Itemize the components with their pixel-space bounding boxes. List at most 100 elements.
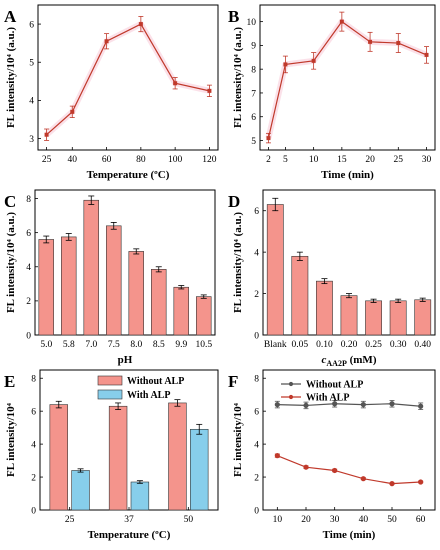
data-point bbox=[368, 39, 373, 44]
legend-marker bbox=[288, 394, 294, 400]
panel-letter: D bbox=[228, 192, 240, 211]
data-point bbox=[266, 136, 271, 141]
data-point bbox=[283, 62, 288, 67]
legend-label: With ALP bbox=[306, 393, 349, 404]
y-tick-label: 0 bbox=[26, 331, 31, 341]
x-tick-label: 40 bbox=[68, 155, 78, 165]
y-tick-label: 8 bbox=[254, 375, 259, 385]
x-tick-label: 5.8 bbox=[63, 340, 75, 350]
x-tick-label: 30 bbox=[422, 155, 432, 165]
x-tick-label: 15 bbox=[337, 155, 347, 165]
x-tick-label: 0.05 bbox=[292, 340, 309, 350]
y-tick-label: 6 bbox=[31, 407, 36, 417]
y-tick-label: 6 bbox=[254, 207, 259, 217]
x-tick-label: 5.0 bbox=[40, 340, 52, 350]
bar bbox=[291, 255, 309, 336]
bar bbox=[128, 251, 144, 336]
data-point bbox=[274, 453, 280, 459]
y-tick-label: 2 bbox=[254, 473, 259, 483]
panel-letter: B bbox=[228, 7, 239, 26]
x-tick-label: 0.30 bbox=[390, 340, 407, 350]
y-axis-title: FL intensity/10⁴ (a.u.) bbox=[5, 212, 17, 313]
y-tick-label: 9 bbox=[251, 42, 256, 52]
bar bbox=[108, 405, 128, 511]
panel-C: C 0 2 4 6 8 FL intensity/10⁴ (a.u.) pH 5.0 5.8 7.0… bbox=[4, 189, 216, 366]
x-tick-label: 25 bbox=[65, 515, 75, 525]
series-line-0 bbox=[277, 403, 421, 407]
x-axis-title-text: pH bbox=[118, 354, 133, 366]
panel-letter: F bbox=[228, 372, 238, 391]
y-axis-title: FL intensity/10⁴ (a.u.) bbox=[232, 212, 244, 313]
bar bbox=[61, 236, 77, 336]
y-tick-label: 6 bbox=[29, 20, 34, 30]
bar bbox=[340, 295, 358, 336]
legend-swatch bbox=[97, 389, 123, 400]
data-point bbox=[389, 401, 395, 407]
data-point bbox=[303, 402, 309, 409]
data-point bbox=[339, 19, 344, 24]
panel-D: D 0 2 4 6 FL intensity/10⁴ (a.u.) cAA2P (mM) Bl… bbox=[228, 189, 436, 368]
y-tick-label: 6 bbox=[251, 113, 256, 123]
x-tick-label: 20 bbox=[365, 155, 375, 165]
x-axis-title-unit: (mM) bbox=[347, 354, 377, 366]
data-point bbox=[396, 41, 401, 46]
x-tick-label: 8.0 bbox=[130, 340, 142, 350]
bar bbox=[106, 225, 122, 336]
y-tick-label: 2 bbox=[26, 297, 31, 307]
y-tick-label: 10 bbox=[247, 18, 257, 28]
y-tick-label: 4 bbox=[254, 440, 259, 450]
y-tick-label: 8 bbox=[31, 375, 36, 385]
y-tick-label: 8 bbox=[26, 195, 31, 205]
y-tick-label: 0 bbox=[31, 506, 36, 516]
bar bbox=[389, 300, 407, 336]
panel-letter: A bbox=[4, 7, 17, 26]
x-tick-label: 40 bbox=[359, 515, 369, 525]
panel-letter: C bbox=[4, 192, 16, 211]
x-tick-label: 7.5 bbox=[108, 340, 120, 350]
data-point bbox=[70, 109, 75, 114]
data-point bbox=[389, 481, 395, 487]
y-tick-label: 7 bbox=[251, 89, 256, 99]
legend-swatch bbox=[97, 375, 123, 386]
x-axis-title-text: Time (min) bbox=[323, 529, 376, 541]
x-axis-title: cAA2P (mM) bbox=[322, 354, 377, 368]
bar bbox=[168, 402, 187, 511]
y-tick-label: 2 bbox=[254, 290, 259, 300]
y-axis-title: FL intensity/10⁴ (a.u.) bbox=[5, 27, 17, 128]
bar bbox=[151, 269, 167, 336]
data-point bbox=[311, 58, 316, 63]
y-axis-title: FL intensity/10⁴ bbox=[232, 402, 244, 477]
plot-frame bbox=[262, 369, 436, 511]
series-line bbox=[267, 20, 427, 139]
x-tick-label: 2 bbox=[266, 155, 271, 165]
series-halo bbox=[265, 18, 428, 139]
x-tick-label: 0.25 bbox=[365, 340, 382, 350]
x-axis-title-symbol: c bbox=[322, 354, 327, 366]
data-point bbox=[44, 132, 49, 137]
x-tick-label: 25 bbox=[42, 155, 52, 165]
y-tick-label: 4 bbox=[26, 263, 31, 273]
y-tick-label: 5 bbox=[251, 137, 256, 147]
data-point bbox=[332, 467, 338, 474]
y-tick-label: 4 bbox=[31, 440, 36, 450]
panel-E: E 0 2 4 6 8 FL intensity/10⁴ Temperature (ºC) 25… bbox=[4, 369, 219, 541]
x-axis-title: Time (min) bbox=[323, 529, 376, 541]
y-tick-label: 8 bbox=[251, 65, 256, 75]
y-tick-label: 3 bbox=[29, 135, 34, 145]
x-axis-title: Temperature (ºC) bbox=[88, 529, 171, 541]
legend-label: Without ALP bbox=[306, 380, 363, 391]
x-axis-title-subscript: AA2P bbox=[326, 359, 347, 368]
x-axis-title: Temperature (ºC) bbox=[87, 169, 170, 181]
x-tick-label: 37 bbox=[124, 515, 134, 525]
legend-label: With ALP bbox=[127, 390, 170, 401]
bar bbox=[49, 404, 68, 511]
bar bbox=[173, 286, 189, 336]
panel-letter: E bbox=[4, 372, 15, 391]
y-tick-label: 0 bbox=[254, 506, 259, 516]
x-axis-title-text: Temperature (ºC) bbox=[87, 169, 170, 181]
x-tick-label: 50 bbox=[184, 515, 194, 525]
x-tick-label: 9.9 bbox=[175, 340, 187, 350]
y-axis-title: FL intensity/10⁴ bbox=[5, 402, 17, 477]
y-tick-label: 4 bbox=[29, 97, 34, 107]
x-axis-title-text: Temperature (ºC) bbox=[88, 529, 171, 541]
